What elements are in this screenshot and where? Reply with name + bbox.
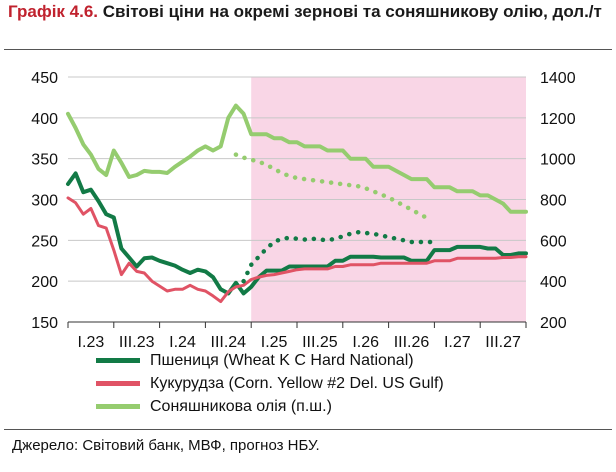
x-tick-label: I.23 <box>78 334 105 351</box>
chart-title-text: Світові ціни на окремі зернові та соняшн… <box>102 2 602 21</box>
y-right-tick-label: 400 <box>540 274 567 291</box>
series-line-0 <box>66 171 528 296</box>
y-right-tick-label: 1200 <box>540 111 576 128</box>
y-left-tick-label: 350 <box>31 152 58 169</box>
x-tick-label: III.26 <box>394 334 430 351</box>
y-left-tick-label: 300 <box>31 193 58 210</box>
x-tick-label: III.25 <box>302 334 338 351</box>
series-line-1 <box>66 196 528 304</box>
legend-item: Кукурудза (Corn. Yellow #2 Del. US Gulf) <box>96 372 576 395</box>
chart-title-label: Графік 4.6. <box>8 2 99 21</box>
source-divider <box>4 429 612 430</box>
x-tick-label: III.24 <box>211 334 247 351</box>
chart-title: Графік 4.6. Світові ціни на окремі зерно… <box>8 2 608 22</box>
y-right-tick-label: 200 <box>540 315 567 332</box>
legend-swatch <box>96 358 140 363</box>
y-right-tick-label: 1000 <box>540 152 576 169</box>
legend-label: Соняшникова олія (п.ш.) <box>150 397 332 415</box>
legend-swatch <box>96 381 140 386</box>
title-divider <box>4 49 612 50</box>
y-right-tick-label: 600 <box>540 233 567 250</box>
y-right-tick-label: 1400 <box>540 70 576 87</box>
forecast-dotted-line-3 <box>241 229 437 284</box>
legend: Пшениця (Wheat K C Hard National) Кукуруд… <box>96 349 576 418</box>
x-tick-label: III.23 <box>119 334 155 351</box>
legend-label: Пшениця (Wheat K C Hard National) <box>150 351 414 369</box>
source-note: Джерело: Світовий банк, МВФ, прогноз НБУ… <box>12 437 320 454</box>
legend-item: Пшениця (Wheat K C Hard National) <box>96 349 576 372</box>
y-left-tick-label: 150 <box>31 315 58 332</box>
x-tick-label: I.26 <box>352 334 379 351</box>
y-left-tick-label: 200 <box>31 274 58 291</box>
legend-item: Соняшникова олія (п.ш.) <box>96 395 576 418</box>
y-left-tick-label: 450 <box>31 70 58 87</box>
legend-swatch <box>96 404 140 409</box>
legend-label: Кукурудза (Corn. Yellow #2 Del. US Gulf) <box>150 374 444 392</box>
series-line-2 <box>66 103 528 214</box>
x-tick-label: I.24 <box>169 334 196 351</box>
forecast-dotted-line-4 <box>233 152 430 221</box>
y-left-tick-label: 400 <box>31 111 58 128</box>
x-tick-label: I.25 <box>261 334 288 351</box>
y-left-tick-label: 250 <box>31 233 58 250</box>
y-right-tick-label: 800 <box>540 193 567 210</box>
x-tick-label: I.27 <box>444 334 471 351</box>
x-tick-label: III.27 <box>485 334 521 351</box>
